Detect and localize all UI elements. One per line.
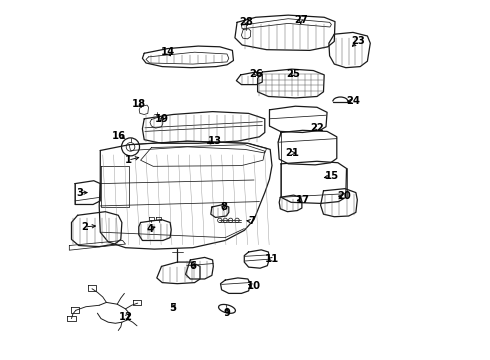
Text: 20: 20 <box>337 191 351 201</box>
Text: 18: 18 <box>132 99 146 109</box>
Text: 25: 25 <box>287 69 300 79</box>
Text: 19: 19 <box>155 114 169 124</box>
Text: 14: 14 <box>161 47 175 57</box>
Text: 12: 12 <box>119 312 133 322</box>
Text: 11: 11 <box>265 254 279 264</box>
Text: 7: 7 <box>249 216 256 226</box>
Text: 5: 5 <box>170 303 176 313</box>
Text: 13: 13 <box>207 136 221 147</box>
Text: 4: 4 <box>146 224 153 234</box>
Text: 1: 1 <box>124 155 131 165</box>
Text: 15: 15 <box>324 171 339 181</box>
Text: 23: 23 <box>351 36 365 46</box>
Text: 28: 28 <box>239 17 253 27</box>
Text: 17: 17 <box>295 195 310 205</box>
Text: 27: 27 <box>294 15 308 25</box>
Text: 2: 2 <box>81 222 88 232</box>
Text: 22: 22 <box>310 123 324 133</box>
Text: 8: 8 <box>220 202 227 212</box>
Text: 26: 26 <box>249 69 263 79</box>
Text: 6: 6 <box>189 261 196 271</box>
Text: 16: 16 <box>112 131 126 141</box>
Text: 3: 3 <box>76 188 83 198</box>
Text: 24: 24 <box>346 96 360 106</box>
Text: 21: 21 <box>285 148 299 158</box>
Text: 9: 9 <box>223 308 230 318</box>
Text: 10: 10 <box>247 281 261 291</box>
